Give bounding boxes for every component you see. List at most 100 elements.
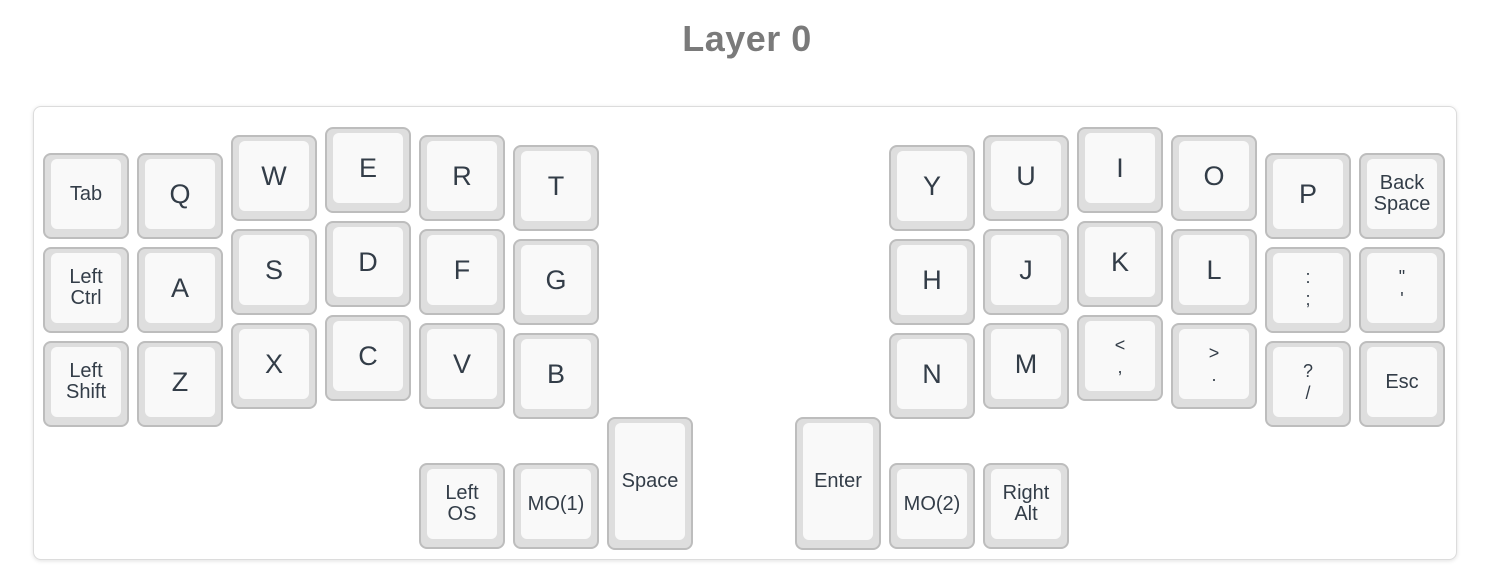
keycap-face: X bbox=[239, 329, 309, 399]
key-legend-primary: Space bbox=[621, 470, 679, 492]
key-esc[interactable]: Esc bbox=[1359, 341, 1445, 427]
key-z[interactable]: Z bbox=[137, 341, 223, 427]
key-q[interactable]: Q bbox=[137, 153, 223, 239]
keycap-face: Enter bbox=[803, 423, 873, 540]
key-right-alt[interactable]: Right Alt bbox=[983, 463, 1069, 549]
keycap-face: L bbox=[1179, 235, 1249, 305]
keycap-face: E bbox=[333, 133, 403, 203]
key-x[interactable]: X bbox=[231, 323, 317, 409]
key-y[interactable]: Y bbox=[889, 145, 975, 231]
key-c[interactable]: C bbox=[325, 315, 411, 401]
key-left-os[interactable]: Left OS bbox=[419, 463, 505, 549]
key-legend-primary: Tab bbox=[69, 182, 103, 205]
key-legend-primary: Right bbox=[1002, 482, 1050, 504]
key-space[interactable]: Space bbox=[607, 417, 693, 550]
keycap-face: Z bbox=[145, 347, 215, 417]
key-enter[interactable]: Enter bbox=[795, 417, 881, 550]
key-t[interactable]: T bbox=[513, 145, 599, 231]
keycap-face: N bbox=[897, 339, 967, 409]
key-legend-primary: MO(2) bbox=[903, 492, 961, 515]
key-j[interactable]: J bbox=[983, 229, 1069, 315]
key-legend-primary: Left bbox=[69, 360, 103, 382]
key-l[interactable]: L bbox=[1171, 229, 1257, 315]
keycap-face: MO(2) bbox=[897, 469, 967, 539]
keycap-face: Q bbox=[145, 159, 215, 229]
keycap-face: MO(1) bbox=[521, 469, 591, 539]
key-legend-primary: MO(1) bbox=[527, 492, 585, 515]
key-legend-primary: Z bbox=[171, 366, 189, 397]
key-n[interactable]: N bbox=[889, 333, 975, 419]
key-legend-primary: F bbox=[453, 254, 471, 285]
keycap-face: ? / bbox=[1273, 347, 1343, 417]
key-legend-primary: : bbox=[1305, 266, 1311, 287]
key-semicolon[interactable]: :; bbox=[1265, 247, 1351, 333]
key-legend-primary: I bbox=[1116, 152, 1124, 183]
keycap-face: " ' bbox=[1367, 253, 1437, 323]
key-legend-secondary: / bbox=[1305, 383, 1311, 403]
key-legend-secondary: ; bbox=[1305, 289, 1311, 309]
key-b[interactable]: B bbox=[513, 333, 599, 419]
key-legend-primary: J bbox=[1019, 254, 1033, 285]
layer-title: Layer 0 bbox=[682, 18, 812, 59]
key-g[interactable]: G bbox=[513, 239, 599, 325]
key-legend-primary: L bbox=[1206, 254, 1222, 285]
key-d[interactable]: D bbox=[325, 221, 411, 307]
key-legend-primary: V bbox=[452, 348, 471, 379]
key-f[interactable]: F bbox=[419, 229, 505, 315]
keycap-face: B bbox=[521, 339, 591, 409]
keycap-face: M bbox=[991, 329, 1061, 399]
key-tab[interactable]: Tab bbox=[43, 153, 129, 239]
key-p[interactable]: P bbox=[1265, 153, 1351, 239]
key-legend-primary: U bbox=[1016, 160, 1036, 191]
key-left-ctrl[interactable]: Left Ctrl bbox=[43, 247, 129, 333]
key-k[interactable]: K bbox=[1077, 221, 1163, 307]
keycap-face: S bbox=[239, 235, 309, 305]
key-legend-primary: T bbox=[547, 170, 565, 201]
key-legend-secondary: Alt bbox=[1014, 503, 1038, 525]
key-v[interactable]: V bbox=[419, 323, 505, 409]
key-legend-primary: W bbox=[261, 160, 287, 191]
key-legend-secondary: . bbox=[1211, 365, 1217, 385]
key-legend-primary: > bbox=[1208, 342, 1220, 363]
key-legend-secondary: Space bbox=[1373, 193, 1431, 215]
key-legend-primary: ? bbox=[1302, 360, 1313, 381]
key-mo1[interactable]: MO(1) bbox=[513, 463, 599, 549]
key-s[interactable]: S bbox=[231, 229, 317, 315]
key-i[interactable]: I bbox=[1077, 127, 1163, 213]
key-backspace[interactable]: Back Space bbox=[1359, 153, 1445, 239]
key-slash[interactable]: ? / bbox=[1265, 341, 1351, 427]
key-left-shift[interactable]: Left Shift bbox=[43, 341, 129, 427]
keycap-face: :; bbox=[1273, 253, 1343, 323]
key-h[interactable]: H bbox=[889, 239, 975, 325]
keycap-face: Left Shift bbox=[51, 347, 121, 417]
key-legend-primary: D bbox=[358, 246, 378, 277]
key-mo2[interactable]: MO(2) bbox=[889, 463, 975, 549]
key-m[interactable]: M bbox=[983, 323, 1069, 409]
key-legend-primary: H bbox=[922, 264, 942, 295]
keycap-face: J bbox=[991, 235, 1061, 305]
key-e[interactable]: E bbox=[325, 127, 411, 213]
keycap-face: D bbox=[333, 227, 403, 297]
keycap-face: Esc bbox=[1367, 347, 1437, 417]
keycap-face: <, bbox=[1085, 321, 1155, 391]
key-quote[interactable]: " ' bbox=[1359, 247, 1445, 333]
key-legend-primary: Y bbox=[922, 170, 941, 201]
key-period[interactable]: >. bbox=[1171, 323, 1257, 409]
key-legend-primary: K bbox=[1110, 246, 1129, 277]
key-o[interactable]: O bbox=[1171, 135, 1257, 221]
keycap-face: Left OS bbox=[427, 469, 497, 539]
keycap-face: W bbox=[239, 141, 309, 211]
key-legend-secondary: ' bbox=[1400, 289, 1404, 309]
key-comma[interactable]: <, bbox=[1077, 315, 1163, 401]
key-a[interactable]: A bbox=[137, 247, 223, 333]
key-legend-primary: G bbox=[545, 264, 567, 295]
key-legend-primary: P bbox=[1298, 178, 1317, 209]
key-u[interactable]: U bbox=[983, 135, 1069, 221]
key-r[interactable]: R bbox=[419, 135, 505, 221]
keycap-face: Left Ctrl bbox=[51, 253, 121, 323]
keycap-face: U bbox=[991, 141, 1061, 211]
key-legend-secondary: , bbox=[1117, 357, 1123, 377]
key-w[interactable]: W bbox=[231, 135, 317, 221]
key-legend-primary: C bbox=[358, 340, 378, 371]
key-legend-primary: S bbox=[264, 254, 283, 285]
